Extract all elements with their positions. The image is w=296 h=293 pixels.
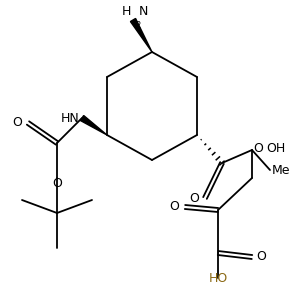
Text: O: O (52, 177, 62, 190)
Text: 2: 2 (135, 21, 140, 30)
Text: Me: Me (272, 163, 290, 176)
Text: O: O (189, 192, 199, 205)
Text: H: H (122, 5, 131, 18)
Text: HN: HN (61, 112, 80, 125)
Text: OH: OH (266, 142, 285, 154)
Text: HO: HO (208, 272, 228, 285)
Text: O: O (169, 200, 179, 214)
Text: O: O (256, 251, 266, 263)
Polygon shape (80, 115, 107, 135)
Text: O: O (12, 117, 22, 130)
Text: N: N (139, 5, 148, 18)
Polygon shape (131, 18, 152, 52)
Text: O: O (253, 142, 263, 154)
